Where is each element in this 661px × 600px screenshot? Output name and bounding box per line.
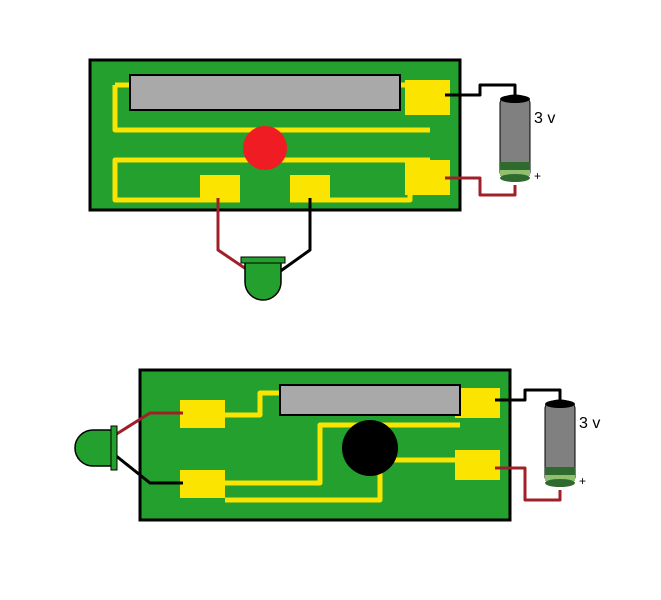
pad — [405, 160, 450, 195]
pad — [200, 175, 240, 200]
battery-label: 3 v — [534, 110, 555, 127]
battery-plus: + — [579, 474, 586, 488]
led — [241, 257, 285, 300]
battery-plus: + — [534, 169, 541, 183]
pad — [290, 175, 330, 200]
pad — [455, 450, 500, 480]
battery-cap-bottom — [545, 479, 575, 487]
pad — [405, 80, 450, 115]
pad — [180, 400, 225, 428]
gray-component — [130, 75, 400, 110]
led — [75, 426, 117, 470]
battery-label: 3 v — [579, 415, 600, 432]
blob-component — [342, 420, 398, 476]
blob-component — [243, 126, 287, 170]
pad — [455, 388, 500, 418]
battery-cap-top — [500, 95, 530, 103]
pad — [180, 470, 225, 498]
battery-cap-top — [545, 400, 575, 408]
battery-cap-bottom — [500, 174, 530, 182]
gray-component — [280, 385, 460, 415]
